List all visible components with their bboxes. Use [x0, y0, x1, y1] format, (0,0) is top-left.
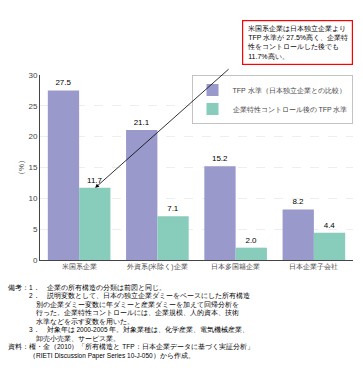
svg-text:7.1: 7.1 — [167, 204, 179, 213]
svg-text:0: 0 — [33, 256, 38, 265]
svg-text:21.1: 21.1 — [134, 118, 150, 127]
svg-text:15.2: 15.2 — [212, 154, 228, 163]
svg-text:日本多国籍企業: 日本多国籍企業 — [211, 263, 260, 270]
svg-text:企業特性コントロール後の TFP 水準: 企業特性コントロール後の TFP 水準 — [233, 106, 348, 113]
svg-text:20: 20 — [28, 132, 37, 141]
svg-text:外資系(米除く)企業: 外資系(米除く)企業 — [127, 263, 187, 271]
svg-text:15: 15 — [28, 163, 37, 172]
svg-text:27.5: 27.5 — [55, 78, 71, 87]
svg-text:10: 10 — [28, 194, 37, 203]
svg-text:5: 5 — [33, 225, 38, 234]
svg-text:米国系企業は日本独立企業よりTFP 水準が 27.5%高く、: 米国系企業は日本独立企業よりTFP 水準が 27.5%高く、企業特性をコントロー… — [247, 25, 348, 59]
svg-text:米国系企業: 米国系企業 — [62, 263, 97, 270]
svg-text:2.0: 2.0 — [245, 236, 257, 245]
svg-text:TFP 水準（日本独立企業との比較）: TFP 水準（日本独立企業との比較） — [233, 87, 346, 95]
svg-text:25: 25 — [28, 102, 37, 111]
svg-text:日本企業子会社: 日本企業子会社 — [289, 263, 338, 270]
svg-text:4.4: 4.4 — [324, 221, 336, 230]
svg-text:11.7: 11.7 — [87, 176, 103, 185]
svg-text:備考：1． 企業の所有構造の分類は前図と同じ。 2． 説: 備考：1． 企業の所有構造の分類は前図と同じ。 2． 説明変数として、日本の独立… — [8, 284, 254, 360]
svg-text:（%）: （%） — [17, 156, 26, 179]
svg-text:30: 30 — [28, 71, 37, 80]
svg-text:8.2: 8.2 — [292, 197, 304, 206]
